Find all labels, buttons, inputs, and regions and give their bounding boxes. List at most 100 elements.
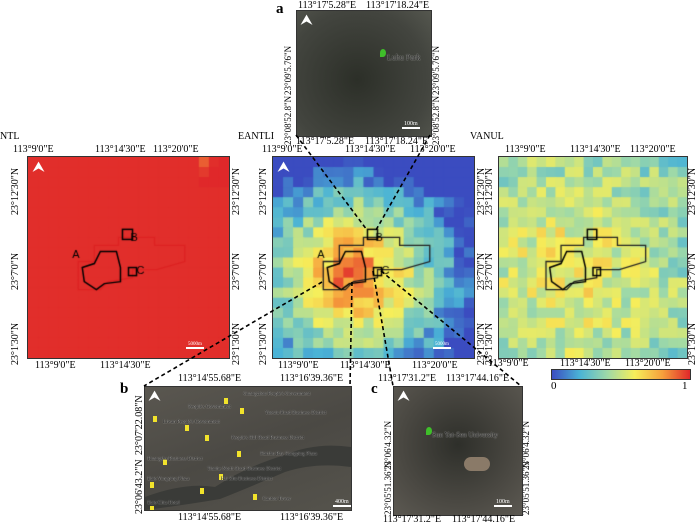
colorbar-min: 0 — [551, 380, 557, 392]
north-arrow-icon: ⮝ — [301, 13, 313, 28]
location-pin-icon — [426, 427, 432, 435]
tick: 113°17'5.28"E — [298, 0, 357, 11]
tick: 113°9'0"E — [262, 144, 303, 155]
place-label: Yuexiu Road Business District — [265, 411, 327, 417]
scale-bar: 5000m — [186, 342, 204, 349]
location-pin-icon — [185, 425, 189, 432]
tick: 23°1'30"N — [231, 322, 242, 365]
ntl-map: ⮝ 5000m — [27, 156, 230, 359]
tick: 113°9'0"E — [488, 358, 529, 369]
colorbar — [551, 369, 691, 380]
place-label: Baie Yongqing Plaza — [147, 476, 190, 482]
panel-b-label: b — [120, 381, 129, 397]
tick: 113°17'44.16"E — [446, 373, 510, 384]
place-label: Hai Zhu Business District — [220, 476, 273, 482]
tick: 23°1'30"N — [10, 322, 21, 365]
location-pin-icon — [153, 415, 157, 422]
scale-bar: 400m — [333, 499, 351, 507]
location-pin-icon — [380, 49, 386, 57]
tick: 23°7'0"N — [687, 252, 698, 290]
place-label: People's Government — [188, 405, 231, 411]
tick: 113°20'0"E — [153, 144, 199, 155]
tick: 113°17'18.24"E — [365, 136, 429, 147]
tick: 113°17'44.16"E — [452, 514, 516, 525]
location-pin-icon — [237, 450, 241, 457]
location-pin-icon — [150, 482, 154, 489]
tick: 23°09'5.76"N — [431, 45, 441, 95]
tick: 23°1'30"N — [687, 322, 698, 365]
eantli-map: ⮝ 5000m — [272, 156, 475, 359]
north-arrow-icon: ⮝ — [149, 389, 161, 404]
place-label: Sun Yat-Sen University — [432, 431, 498, 439]
place-label: Guangzhou People's Government — [243, 392, 311, 398]
location-pin-icon — [200, 487, 204, 494]
colorbar-max: 1 — [682, 380, 688, 392]
tick: 113°20'0"E — [410, 144, 456, 155]
north-arrow-icon: ⮝ — [33, 160, 45, 175]
tick: 113°17'31.2"E — [378, 373, 437, 384]
vanul-title: VANUL — [470, 131, 504, 142]
ntl-title: NTL — [0, 131, 20, 142]
panel-a-label: a — [276, 1, 284, 17]
location-pin-icon — [150, 506, 154, 510]
tick: 23°1'30"N — [258, 322, 269, 365]
place-label: Haizhu Bay Kangping Plaza — [260, 452, 317, 458]
place-label: Canton Tower — [262, 496, 291, 502]
tick: 113°17'5.28"E — [296, 136, 355, 147]
tick: 113°14'30"E — [340, 360, 391, 371]
vanul-map — [498, 156, 688, 359]
location-pin-icon — [253, 493, 257, 500]
tick: 113°14'30"E — [570, 144, 621, 155]
panel-b-satellite: ⮝ Guangzhou People's Government People's … — [144, 386, 352, 511]
tick: 23°7'0"N — [258, 252, 269, 290]
panel-a-satellite: ⮝ Luhu Park 100m — [296, 10, 432, 137]
tick: 23°12'30"N — [258, 167, 269, 215]
place-label: Liwan People's Government — [163, 420, 220, 426]
tick: 113°14'55.68"E — [178, 373, 242, 384]
tick: 113°17'18.24"E — [366, 0, 430, 11]
panel-c-label: c — [371, 381, 378, 397]
tick: 113°9'0"E — [13, 144, 54, 155]
place-label: Huangsha Business District — [147, 456, 203, 462]
tick: 113°9'0"E — [35, 360, 76, 371]
tick: 23°12'30"N — [484, 167, 495, 215]
tick: 23°08'52.8"N — [283, 95, 293, 145]
place-label: People's Hill Road Business District — [231, 435, 304, 441]
place-label: Luhu Park — [387, 53, 421, 62]
tick: 23°09'5.76"N — [283, 45, 293, 95]
tick: 113°9'0"E — [278, 360, 319, 371]
tick: 113°16'39.36"E — [280, 512, 344, 523]
tick: 113°16'39.36"E — [280, 373, 344, 384]
panel-c-satellite: ⮝ Sun Yat-Sen University 100m — [393, 386, 523, 516]
tick: 113°14'55.68"E — [178, 512, 242, 523]
north-arrow-icon: ⮝ — [278, 160, 290, 175]
tick: 113°14'30"E — [345, 144, 396, 155]
tick: 23°12'30"N — [231, 167, 242, 215]
tick: 23°7'0"N — [231, 252, 242, 290]
location-pin-icon — [163, 459, 167, 466]
location-pin-icon — [240, 407, 244, 414]
tick: 23°7'0"N — [484, 252, 495, 290]
tick: 113°9'0"E — [505, 144, 546, 155]
eantli-title: EANTLI — [238, 131, 275, 142]
tick: 23°05'51.36"N — [383, 461, 393, 515]
north-arrow-icon: ⮝ — [398, 389, 410, 404]
tick: 113°20'0"E — [630, 144, 676, 155]
tick: 113°14'30"E — [560, 358, 611, 369]
location-pin-icon — [219, 473, 223, 480]
place-label: Tianhe North Road Business District — [207, 467, 282, 472]
tick: 113°17'31.2"E — [383, 514, 442, 525]
location-pin-icon — [205, 434, 209, 441]
tick: 23°08'52.8"N — [431, 95, 441, 145]
tick: 113°20'0"E — [412, 360, 458, 371]
place-label: Baie Chia Hotel — [147, 500, 180, 506]
tick: 23°7'0"N — [10, 252, 21, 290]
sports-field — [464, 457, 490, 471]
tick: 113°14'30"E — [95, 144, 146, 155]
scale-bar: 100m — [402, 121, 420, 129]
tick: 23°12'30"N — [687, 167, 698, 215]
tick: 113°14'30"E — [100, 360, 151, 371]
tick: 113°20'0"E — [625, 358, 671, 369]
scale-bar: 5000m — [433, 342, 451, 349]
scale-bar: 100m — [494, 499, 512, 507]
